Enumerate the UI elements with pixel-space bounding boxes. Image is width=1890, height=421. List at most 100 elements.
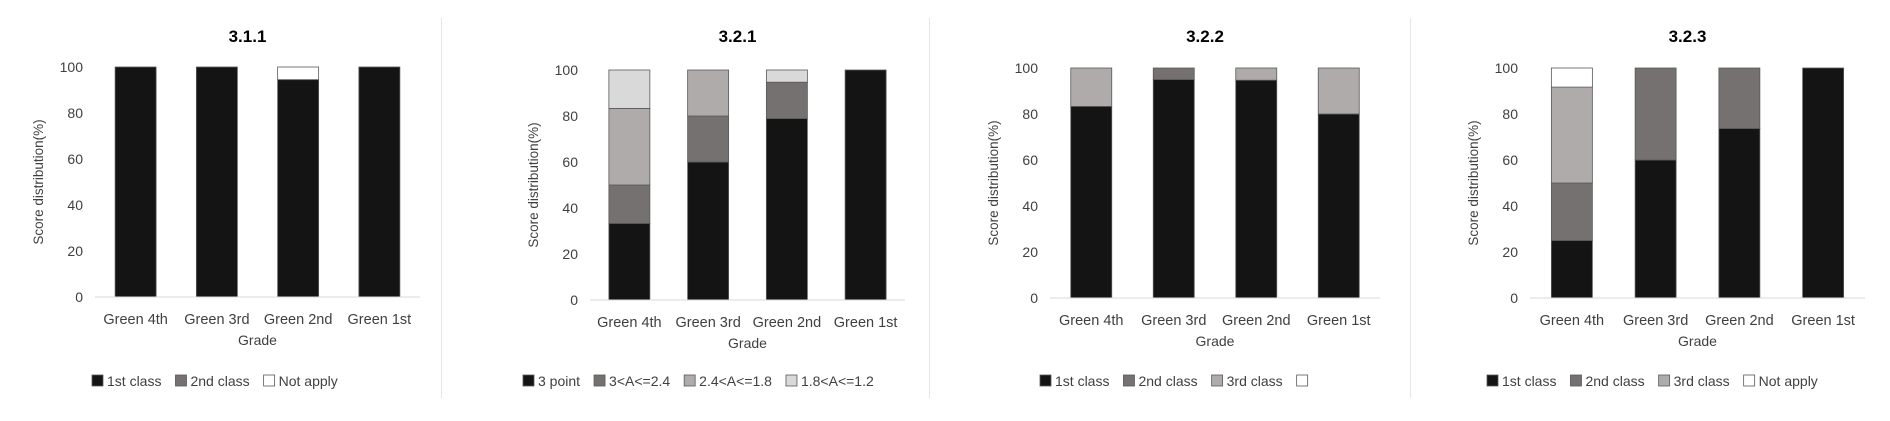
legend-item: 1st class <box>1039 373 1109 389</box>
x-tick-label: Green 2nd <box>1222 313 1291 329</box>
legend-label: 2nd class <box>1138 373 1197 389</box>
y-tick-label: 60 <box>1022 152 1038 168</box>
bar-segment <box>1634 159 1677 299</box>
y-tick-label: 100 <box>1495 60 1519 76</box>
y-tick-label: 80 <box>1022 106 1038 122</box>
y-tick-label: 0 <box>1510 290 1518 306</box>
legend-label: 3 point <box>538 373 580 389</box>
legend-swatch <box>785 374 798 387</box>
legend-swatch <box>683 374 696 387</box>
legend-swatch <box>593 374 606 387</box>
x-tick-label: Green 2nd <box>753 315 822 331</box>
x-axis-label: Grade <box>1196 333 1235 349</box>
chart-title: 3.2.3 <box>1669 27 1707 46</box>
legend-swatch <box>1570 374 1582 387</box>
y-axis-label: Score distribution(%) <box>526 122 541 247</box>
y-tick-label: 0 <box>75 289 83 305</box>
bar-segment <box>1152 79 1195 299</box>
legend-label: 3rd class <box>1674 373 1730 389</box>
x-tick-label: Green 1st <box>834 315 898 331</box>
y-tick-label: 80 <box>562 108 578 124</box>
y-tick-label: 20 <box>1502 244 1518 260</box>
y-tick-label: 100 <box>60 59 84 75</box>
bar-segment <box>608 108 651 186</box>
bar-segment <box>277 66 320 81</box>
legend-item: Not apply <box>263 373 338 389</box>
legend-label: 3<A<=2.4 <box>609 373 670 389</box>
x-tick-label: Green 2nd <box>1705 313 1774 329</box>
bar-segment <box>1317 67 1360 115</box>
y-axis-label: Score distribution(%) <box>986 120 1001 245</box>
legend-label: 1.8<A<=1.2 <box>801 373 874 389</box>
bar-segment <box>1550 240 1593 299</box>
legend-swatch <box>1211 374 1224 387</box>
legend-label: Not apply <box>1759 373 1818 389</box>
chart-title: 3.2.1 <box>719 27 757 46</box>
y-axis-label: Score distribution(%) <box>1466 120 1481 245</box>
legend-swatch <box>1486 374 1499 387</box>
bar-segment <box>1152 67 1195 80</box>
x-tick-label: Green 1st <box>1791 313 1855 329</box>
chart-title: 3.2.2 <box>1186 27 1224 46</box>
chart-title: 3.1.1 <box>229 27 267 46</box>
y-tick-label: 0 <box>570 292 578 308</box>
x-tick-label: Green 1st <box>348 312 412 328</box>
y-tick-label: 0 <box>1030 290 1038 306</box>
legend-item <box>1296 374 1309 387</box>
y-tick-label: 60 <box>1502 152 1518 168</box>
panel-divider <box>441 18 442 398</box>
legend-swatch <box>263 374 276 387</box>
y-tick-label: 40 <box>1502 198 1518 214</box>
bar-segment <box>687 161 730 301</box>
y-tick-label: 100 <box>555 62 579 78</box>
bar-segment <box>687 115 730 163</box>
x-tick-label: Green 3rd <box>1623 313 1688 329</box>
bar-segment <box>765 81 808 119</box>
bar-segment <box>608 223 651 301</box>
legend-label: 1st class <box>107 373 161 389</box>
bar-segment <box>1550 67 1593 88</box>
legend-item: 2nd class <box>1123 373 1198 389</box>
legend-swatch <box>522 374 535 387</box>
bar-segment <box>765 69 808 83</box>
bar-segment <box>1317 113 1360 299</box>
legend-swatch <box>1658 374 1671 387</box>
x-tick-label: Green 2nd <box>264 312 333 328</box>
legend-swatch <box>175 374 187 387</box>
legend-swatch <box>91 374 104 387</box>
legend-item: 2nd class <box>175 373 250 389</box>
bar-segment <box>277 79 320 298</box>
y-tick-label: 40 <box>562 200 578 216</box>
bar-segment <box>1070 67 1113 107</box>
bar-segment <box>844 69 887 301</box>
y-tick-label: 20 <box>1022 244 1038 260</box>
legend-item: 1st class <box>91 373 161 389</box>
legend-label: 1st class <box>1502 373 1556 389</box>
legend-item: 1.8<A<=1.2 <box>785 373 874 389</box>
chart-panel: 3.2.1 0 20 40 60 80 100 Score distribution(%) Gr… <box>522 27 905 389</box>
legend-item: 2.4<A<=1.8 <box>683 373 772 389</box>
bar-segment <box>765 118 808 301</box>
x-tick-label: Green 4th <box>103 312 168 328</box>
y-axis-label: Score distribution(%) <box>31 119 46 244</box>
x-tick-label: Green 1st <box>1307 313 1371 329</box>
bar-segment <box>1718 67 1761 129</box>
y-tick-label: 60 <box>562 154 578 170</box>
bar-segment <box>1550 182 1593 241</box>
y-tick-label: 20 <box>562 246 578 262</box>
bar-segment <box>1070 106 1113 299</box>
y-tick-label: 80 <box>67 105 83 121</box>
x-axis-label: Grade <box>1678 333 1717 349</box>
x-tick-label: Green 4th <box>1059 313 1124 329</box>
bar-segment <box>1550 86 1593 184</box>
legend-item: 3rd class <box>1211 373 1283 389</box>
legend-swatch <box>1296 374 1309 387</box>
bar-segment <box>687 69 730 117</box>
legend-swatch <box>1039 374 1052 387</box>
x-axis-label: Grade <box>238 332 277 348</box>
legend-label: Not apply <box>279 373 338 389</box>
x-tick-label: Green 3rd <box>184 312 249 328</box>
bar-segment <box>1235 67 1278 81</box>
y-tick-label: 60 <box>67 151 83 167</box>
